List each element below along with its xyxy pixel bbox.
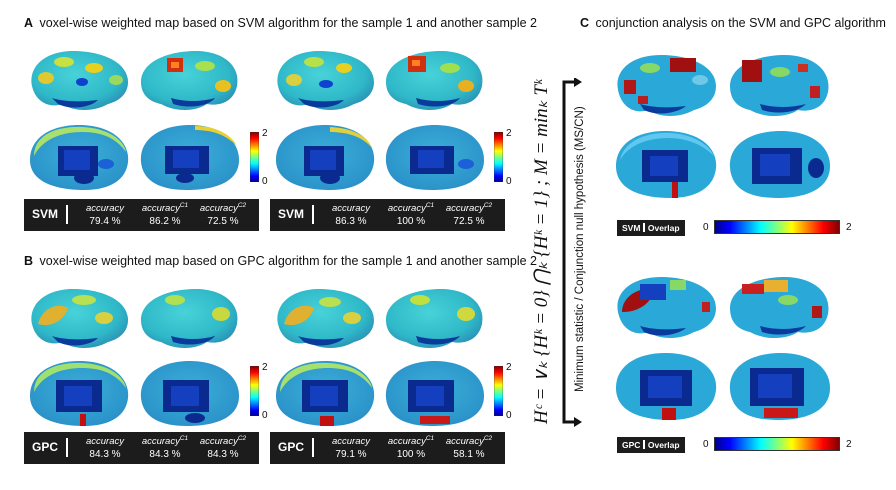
brain-medial-left-b2 [276, 360, 375, 426]
brain-lateral-right-b2 [386, 288, 483, 348]
brain-lateral-left-a1 [31, 50, 128, 110]
brain-lateral-left-b2 [277, 288, 374, 348]
colorbar-b1 [250, 366, 259, 416]
accuracy-bar-a2: SVM accuracy 86.3 % accuracyC1 100 % accur… [270, 199, 505, 231]
accuracy-cell: accuracyC2 72.5 % [199, 202, 247, 228]
separator [66, 205, 68, 224]
accuracy-cell: accuracy 79.1 % [331, 436, 370, 461]
panel-b-letter: B [24, 254, 34, 268]
bracket-arrow [562, 78, 582, 427]
panel-b-title: voxel-wise weighted map based on GPC alg… [39, 254, 538, 268]
panel-c-heading: C conjunction analysis on the SVM and GP… [580, 16, 886, 30]
colorbar-a1 [250, 132, 259, 182]
colorbar-b2-max: 2 [506, 362, 512, 373]
accuracy-bar-b2: GPC accuracy 79.1 % accuracyC1 100 % accur… [270, 432, 505, 464]
overlap-colorbar-gpc-max: 2 [846, 439, 852, 450]
accuracy-cell: accuracy 79.4 % [85, 203, 124, 228]
overlap-colorbar-svm-max: 2 [846, 222, 852, 233]
accuracy-cell: accuracyC1 100 % [387, 435, 435, 461]
accuracy-cell: accuracyC1 84.3 % [141, 435, 189, 461]
colorbar-a1-min: 0 [262, 176, 268, 187]
brain-lateral-right-a1 [141, 50, 238, 110]
panel-c-letter: C [580, 16, 590, 30]
overlap-legend-svm: SVM Overlap [617, 220, 685, 236]
brain-lateral-right-b1 [141, 288, 238, 348]
overlap-colorbar-gpc-min: 0 [703, 439, 709, 450]
overlap-colorbar-svm [714, 220, 840, 234]
algorithm-label: GPC [278, 440, 305, 454]
brain-medial-right-b2 [385, 360, 484, 426]
accuracy-cell: accuracyC2 58.1 % [445, 435, 493, 461]
brain-lateral-right-a2 [386, 50, 483, 110]
brain-medial-left-c-svm [616, 130, 717, 198]
accuracy-cell: accuracy 84.3 % [85, 436, 124, 461]
brain-medial-right-a1 [140, 124, 239, 190]
brain-lateral-left-a2 [277, 50, 374, 110]
brain-medial-left-c-gpc [616, 352, 717, 420]
algorithm-label: GPC [32, 440, 59, 454]
colorbar-b1-max: 2 [262, 362, 268, 373]
colorbar-b2-min: 0 [506, 410, 512, 421]
panel-b-heading: B voxel-wise weighted map based on GPC a… [24, 254, 537, 268]
accuracy-cell: accuracyC1 86.2 % [141, 202, 189, 228]
accuracy-cell: accuracy 86.3 % [331, 203, 370, 228]
brain-medial-right-c-svm [729, 130, 830, 198]
panel-a-title: voxel-wise weighted map based on SVM alg… [39, 16, 538, 30]
brain-medial-left-b1 [30, 360, 129, 426]
colorbar-a2-max: 2 [506, 128, 512, 139]
panel-a-letter: A [24, 16, 34, 30]
accuracy-bar-a1: SVM accuracy 79.4 % accuracyC1 86.2 % accu… [24, 199, 259, 231]
separator [66, 438, 68, 457]
separator [312, 205, 314, 224]
overlap-legend-gpc: GPC Overlap [617, 437, 685, 453]
accuracy-cell: accuracyC1 100 % [387, 202, 435, 228]
colorbar-a1-max: 2 [262, 128, 268, 139]
accuracy-cell: accuracyC2 84.3 % [199, 435, 247, 461]
colorbar-a2-min: 0 [506, 176, 512, 187]
brain-lateral-right-c-gpc [730, 276, 829, 338]
algorithm-label: SVM [278, 207, 305, 221]
brain-lateral-left-c-gpc [617, 276, 716, 338]
separator [312, 438, 314, 457]
colorbar-b1-min: 0 [262, 410, 268, 421]
panel-c-title: conjunction analysis on the SVM and GPC … [595, 16, 886, 30]
colorbar-a2 [494, 132, 503, 182]
brain-medial-left-a1 [30, 124, 129, 190]
brain-lateral-left-c-svm [617, 54, 716, 116]
colorbar-b2 [494, 366, 503, 416]
brain-lateral-left-b1 [31, 288, 128, 348]
brain-lateral-right-c-svm [730, 54, 829, 116]
overlap-colorbar-svm-min: 0 [703, 222, 709, 233]
brain-medial-right-a2 [385, 124, 484, 190]
accuracy-bar-b1: GPC accuracy 84.3 % accuracyC1 84.3 % accu… [24, 432, 259, 464]
panel-a-heading: A voxel-wise weighted map based on SVM a… [24, 16, 537, 30]
accuracy-cell: accuracyC2 72.5 % [445, 202, 493, 228]
algorithm-label: SVM [32, 207, 59, 221]
brain-medial-right-b1 [140, 360, 239, 426]
brain-medial-left-a2 [276, 124, 375, 190]
overlap-colorbar-gpc [714, 437, 840, 451]
brain-medial-right-c-gpc [729, 352, 830, 420]
conjunction-formula: Hᶜ = ∨ₖ {Hᵏ = 0} ⋂ₖ {Hᵏ = 1} ; M = minₖ … [531, 79, 552, 424]
